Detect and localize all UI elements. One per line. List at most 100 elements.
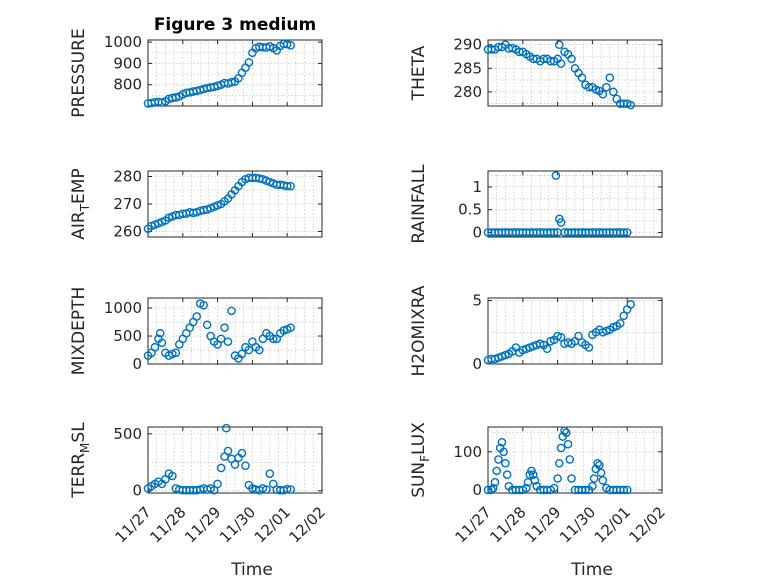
data-point xyxy=(588,481,597,491)
data-point xyxy=(488,483,498,493)
data-point xyxy=(487,485,496,495)
y-axis-label: PRESSURE xyxy=(69,28,89,117)
data-point xyxy=(199,300,208,310)
x-tick-label: 11/29 xyxy=(521,503,564,546)
data-point xyxy=(483,485,493,495)
y-tick-label: 1 xyxy=(472,178,482,196)
data-point xyxy=(497,437,507,447)
data-point xyxy=(565,455,575,464)
data-point xyxy=(494,455,503,464)
y-tick-label: 0 xyxy=(472,355,482,373)
data-point xyxy=(501,458,510,468)
y-axis-label: MIXDEPTH xyxy=(69,287,89,376)
data-point xyxy=(574,331,583,341)
data-point xyxy=(542,344,552,354)
data-point xyxy=(216,334,226,344)
data-point xyxy=(244,345,254,355)
data-point xyxy=(155,328,165,338)
y-tick-label: 285 xyxy=(453,59,482,77)
data-point xyxy=(549,228,559,237)
data-point xyxy=(282,181,292,191)
data-point xyxy=(286,485,295,494)
data-point xyxy=(227,306,236,316)
data-point xyxy=(605,73,615,83)
data-point xyxy=(157,338,167,348)
data-point xyxy=(626,100,635,110)
data-point xyxy=(220,323,229,332)
data-point xyxy=(171,93,181,102)
x-axis-label: Time xyxy=(570,560,613,580)
y-axis-label: THETA xyxy=(409,45,429,101)
data-point xyxy=(213,479,222,489)
data-point xyxy=(608,87,618,97)
y-tick-label: 800 xyxy=(113,76,142,94)
subplot-air-temp: 260 270 280 AIRTEMP xyxy=(69,168,323,241)
data-point xyxy=(213,81,222,91)
data-point xyxy=(584,343,594,352)
subplot-rainfall: 0 0.5 1 RAINFALL xyxy=(409,164,663,244)
data-point xyxy=(560,426,569,436)
data-point xyxy=(282,484,292,494)
y-tick-label: 0 xyxy=(472,481,482,499)
data-point xyxy=(556,218,566,227)
data-point xyxy=(286,181,295,191)
subplot-terr-msl: 0 500 TERRMSL 11/2711/2811/2911/3012/0112/0… xyxy=(69,422,329,580)
data-point xyxy=(223,337,233,346)
data-point xyxy=(622,485,632,495)
y-tick-label: 290 xyxy=(453,36,482,54)
data-point xyxy=(567,54,576,64)
y-axis-label: TERRMSL xyxy=(69,422,92,499)
x-tick-label: 11/30 xyxy=(216,503,259,546)
data-point xyxy=(286,323,295,332)
data-point xyxy=(556,59,566,68)
subplot-sun-flux: 0 100 SUNFLUX 11/2711/2811/2911/3012/0112/0… xyxy=(409,422,669,580)
y-tick-label: 5 xyxy=(472,292,482,310)
y-axis-label: SUNFLUX xyxy=(409,422,432,498)
y-tick-label: 900 xyxy=(113,54,142,72)
y-tick-label: 0 xyxy=(472,223,482,241)
subplot-pressure: 800 900 1000 PRESSURE Figure 3 medium xyxy=(69,15,323,118)
data-point xyxy=(593,458,602,468)
y-tick-label: 260 xyxy=(113,223,142,241)
data-point xyxy=(555,458,564,468)
data-point xyxy=(598,89,608,99)
data-point xyxy=(262,485,271,494)
subplot-h2omixra: 0 5 H2OMIXRA xyxy=(409,285,663,377)
y-tick-label: 270 xyxy=(113,195,142,213)
data-point xyxy=(221,423,231,433)
data-point xyxy=(567,474,576,483)
data-point xyxy=(230,460,240,469)
data-point xyxy=(598,476,608,485)
data-point xyxy=(282,39,292,49)
data-point xyxy=(492,466,502,476)
x-tick-label: 12/01 xyxy=(251,503,294,546)
data-point xyxy=(622,228,632,237)
data-point xyxy=(549,483,559,493)
x-tick-label: 11/27 xyxy=(112,503,155,546)
x-tick-label: 12/01 xyxy=(591,503,634,546)
data-point xyxy=(589,474,599,483)
data-point xyxy=(223,446,233,456)
data-point xyxy=(150,342,160,352)
subplot-theta: 280 285 290 THETA xyxy=(409,36,663,110)
y-axis-label: RAINFALL xyxy=(409,164,429,244)
data-point xyxy=(530,476,540,485)
y-axis-label: H2OMIXRA xyxy=(409,285,429,376)
y-tick-label: 0.5 xyxy=(458,201,482,219)
data-point xyxy=(619,228,629,237)
data-point xyxy=(577,73,587,83)
data-point xyxy=(237,448,247,458)
y-tick-label: 1000 xyxy=(104,33,142,51)
x-tick-label: 12/02 xyxy=(286,503,329,546)
x-tick-label: 11/27 xyxy=(452,503,495,546)
data-point xyxy=(602,82,611,92)
y-tick-label: 280 xyxy=(113,168,142,186)
data-point xyxy=(619,311,629,321)
x-tick-label: 11/28 xyxy=(146,503,189,546)
data-point xyxy=(268,334,278,344)
data-point xyxy=(553,474,562,483)
data-point xyxy=(286,41,295,50)
data-point xyxy=(202,320,212,330)
data-point xyxy=(551,171,561,180)
data-point xyxy=(265,469,275,478)
